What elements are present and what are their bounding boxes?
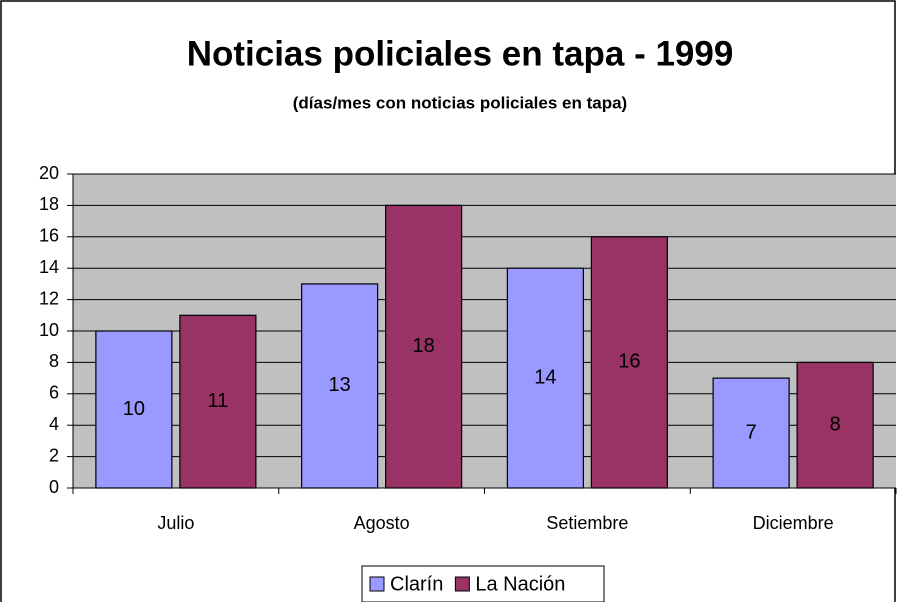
- data-label: 11: [207, 390, 228, 412]
- bar: [179, 314, 257, 489]
- bar: [712, 377, 790, 489]
- y-tick-label: 6: [49, 383, 59, 403]
- y-tick-label: 18: [39, 194, 59, 214]
- data-label: 16: [618, 351, 640, 373]
- legend-swatch: [369, 576, 385, 592]
- data-label: 18: [413, 335, 435, 357]
- bar: [385, 204, 463, 489]
- legend-label: La Nación: [475, 573, 565, 595]
- x-tick-label: Julio: [157, 513, 194, 533]
- legend-box: [361, 565, 605, 602]
- chart-title: Noticias policiales en tapa - 1999: [187, 34, 734, 73]
- legend-label: Clarín: [390, 573, 443, 595]
- x-tick-label: Diciembre: [753, 513, 834, 533]
- x-tick-label: Agosto: [354, 513, 410, 533]
- bar: [95, 330, 173, 489]
- data-label: 10: [123, 398, 145, 420]
- y-tick-label: 20: [39, 163, 59, 183]
- y-tick-label: 14: [39, 257, 59, 277]
- bar: [590, 236, 668, 489]
- y-tick-label: 10: [39, 320, 59, 340]
- x-tick-label: Setiembre: [546, 513, 628, 533]
- y-tick-label: 2: [49, 445, 59, 465]
- data-label: 14: [534, 366, 556, 388]
- bar: [796, 361, 874, 489]
- bar: [301, 283, 379, 489]
- bar: [506, 267, 584, 489]
- y-tick-label: 0: [49, 477, 59, 497]
- chart-subtitle: (días/mes con noticias policiales en tap…: [293, 93, 627, 112]
- y-tick-label: 12: [39, 288, 59, 308]
- data-label: 7: [746, 421, 757, 443]
- y-tick-label: 8: [49, 351, 59, 371]
- data-label: 13: [329, 374, 351, 396]
- legend-swatch: [454, 576, 470, 592]
- y-tick-label: 16: [39, 226, 59, 246]
- y-tick-label: 4: [49, 414, 59, 434]
- data-label: 8: [830, 413, 841, 435]
